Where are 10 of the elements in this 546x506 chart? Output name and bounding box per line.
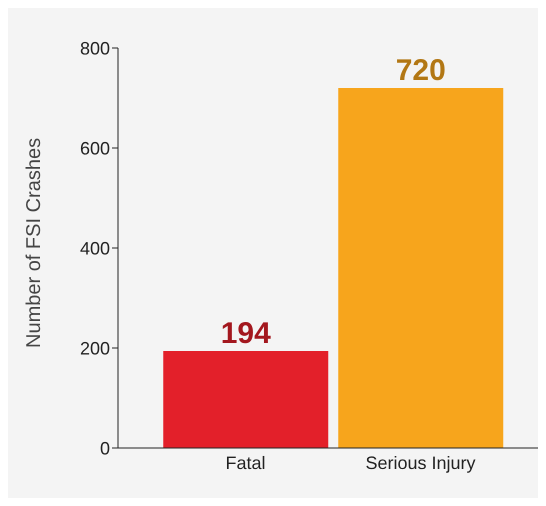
y-tick-label: 400 [80, 238, 110, 258]
y-tick-label: 0 [100, 438, 110, 458]
x-tick-label: Fatal [225, 452, 266, 473]
y-axis-title: Number of FSI Crashes [23, 138, 46, 348]
y-tick-label: 600 [80, 138, 110, 158]
data-label: 720 [396, 54, 446, 87]
y-tick-label: 200 [80, 338, 110, 358]
data-label: 194 [220, 317, 272, 350]
x-tick-label: Serious Injury [365, 452, 476, 473]
y-tick-label: 800 [80, 38, 110, 58]
